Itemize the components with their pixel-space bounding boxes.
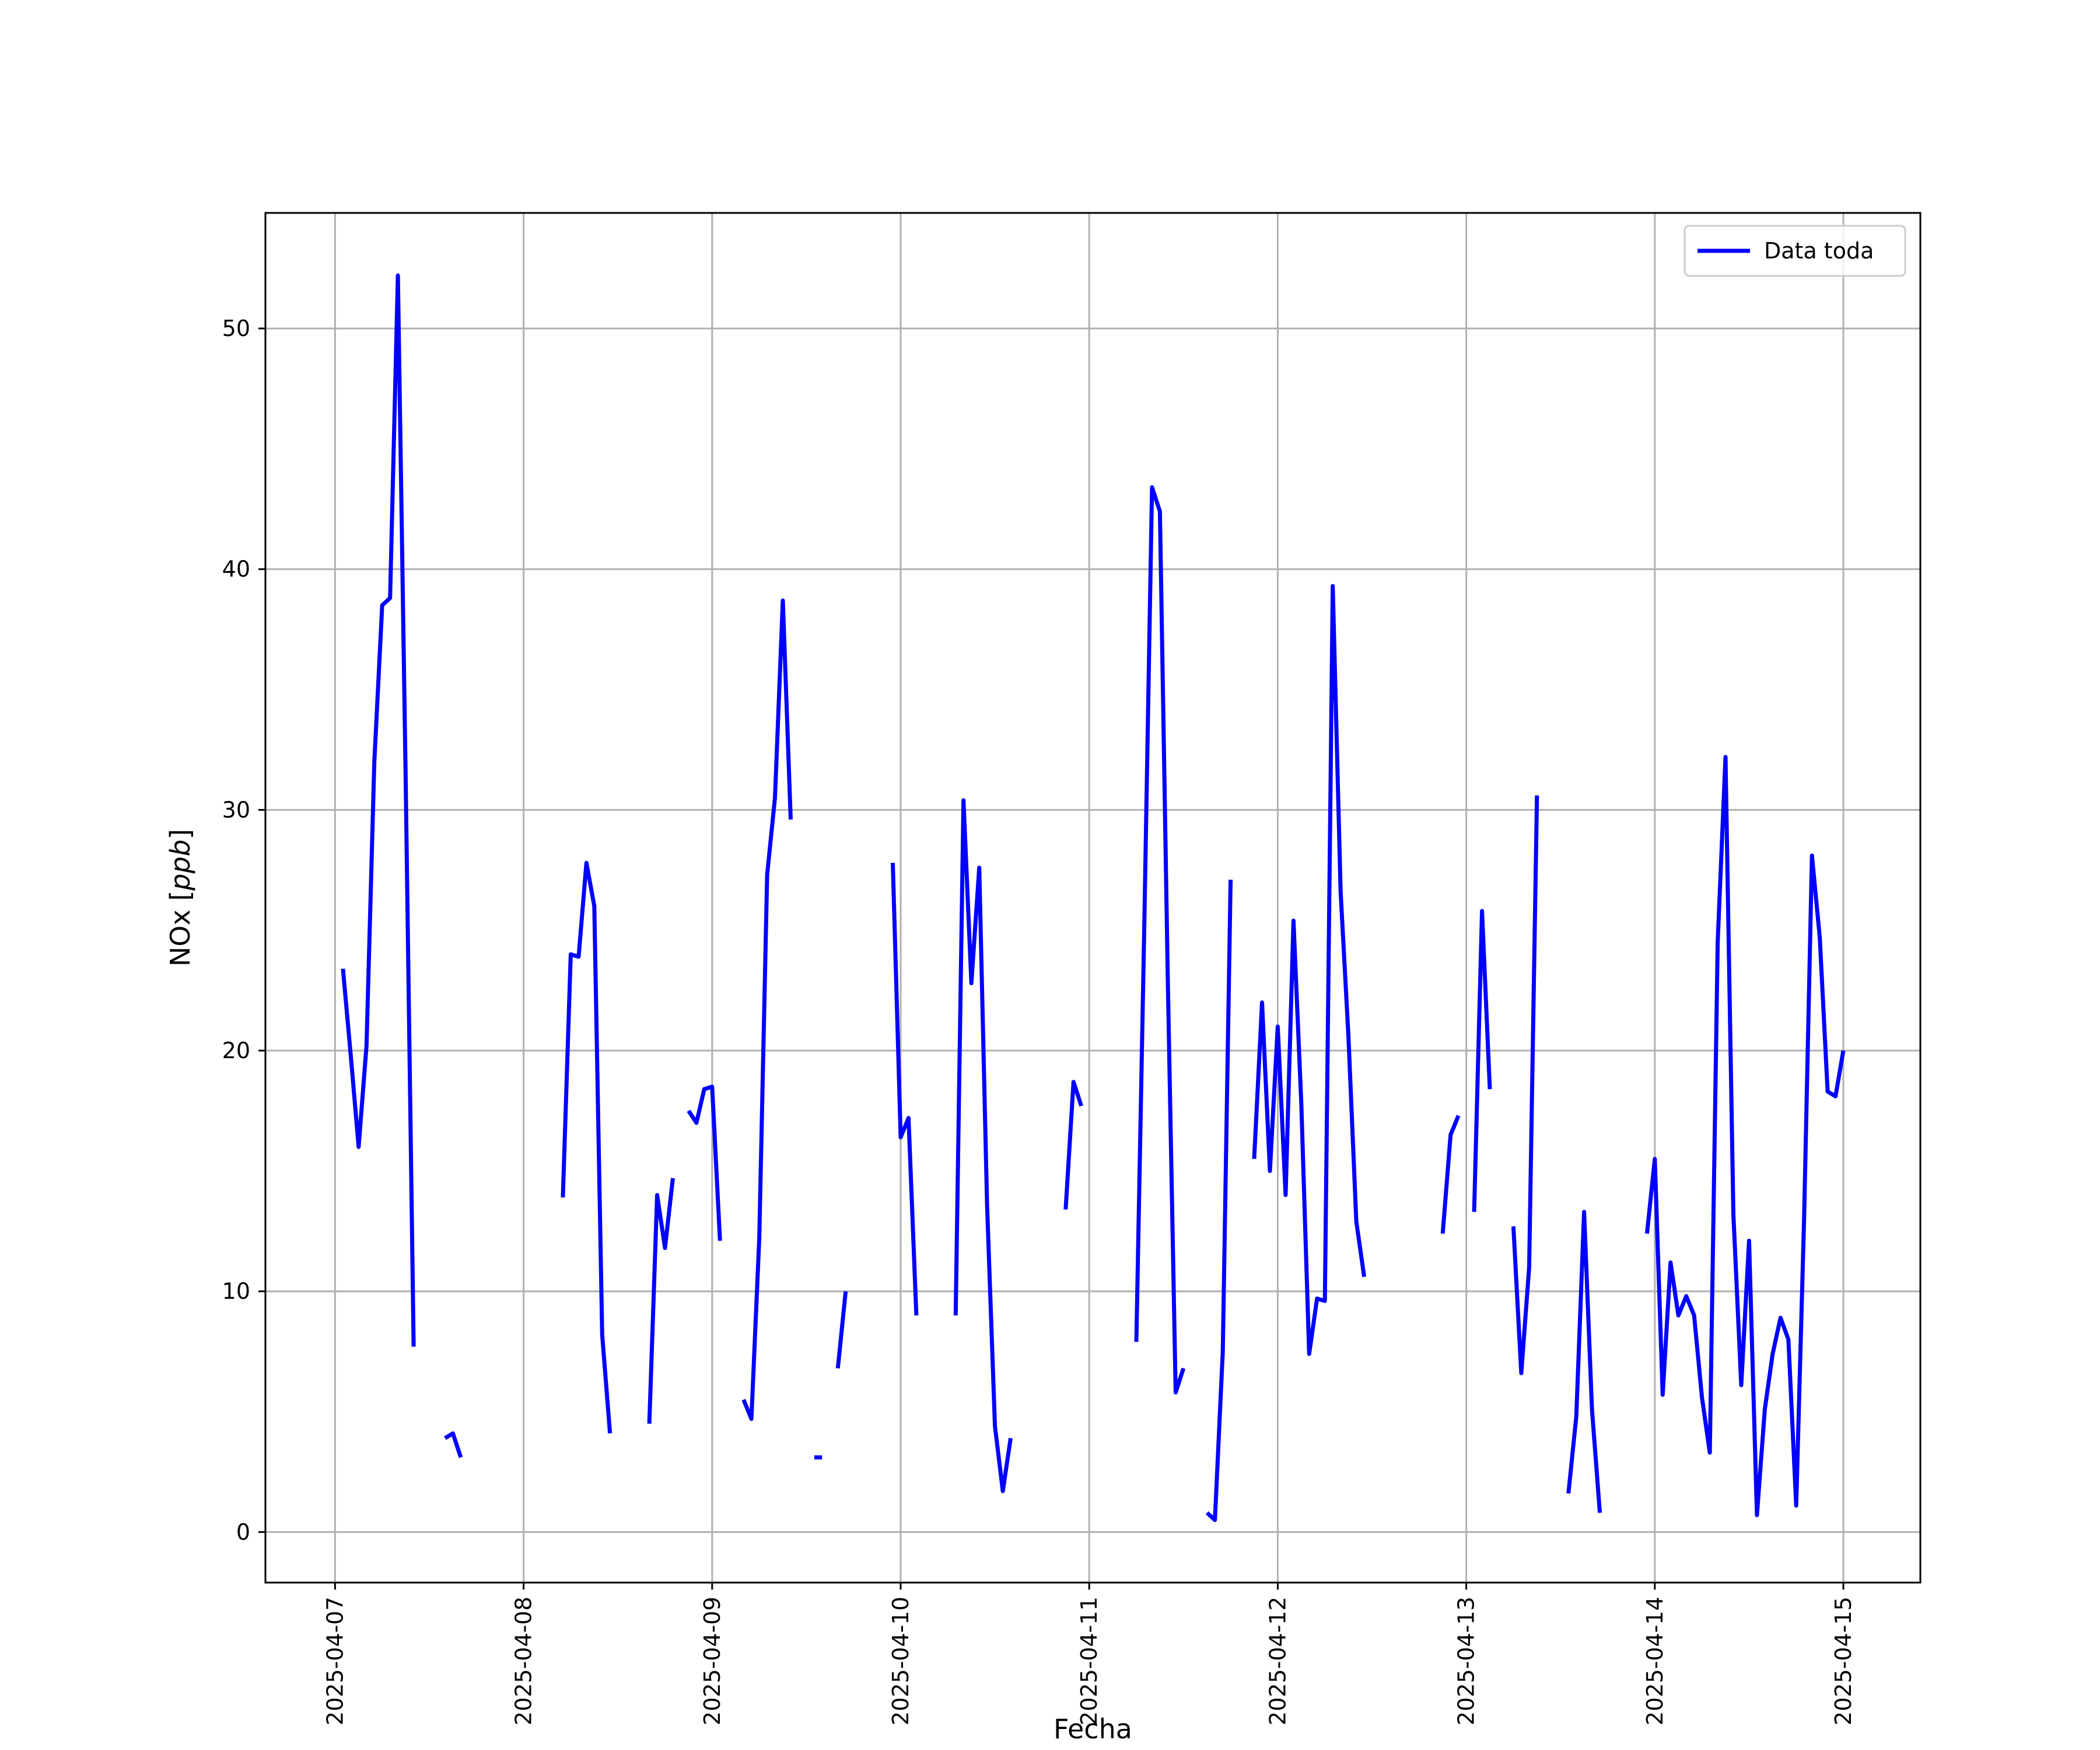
x-tick-label: 2025-04-13	[1454, 1597, 1479, 1726]
legend: Data toda	[1684, 225, 1906, 277]
y-tick-label: 50	[222, 316, 250, 341]
x-tick-label: 2025-04-08	[511, 1597, 537, 1726]
grid-lines	[265, 213, 1920, 1583]
series-line-segment	[741, 598, 793, 1421]
series-line-segment	[953, 798, 1013, 1493]
y-axis-label: NOx [ppb]	[164, 829, 196, 967]
series-line-segment	[835, 1291, 848, 1369]
plot-frame	[264, 212, 1922, 1584]
series-line-segment	[1134, 485, 1186, 1395]
y-tick-label: 30	[222, 797, 250, 822]
series-line-segment	[687, 1084, 722, 1241]
series-line-segment	[444, 1431, 463, 1458]
x-tick-label: 2025-04-15	[1831, 1597, 1856, 1726]
series-line-segment	[1205, 880, 1233, 1522]
plot-series	[341, 273, 1846, 1522]
series-line-segment	[341, 273, 416, 1347]
y-tick-label: 20	[222, 1038, 250, 1063]
series-line-segment	[1472, 909, 1492, 1212]
y-axis-label-unit: ppb	[164, 839, 196, 891]
x-tick-label: 2025-04-10	[888, 1597, 914, 1726]
series-line-segment	[1566, 1210, 1602, 1513]
x-tick-label: 2025-04-09	[699, 1597, 725, 1726]
x-tick-label: 2025-04-11	[1076, 1597, 1102, 1726]
y-tick-label: 0	[236, 1519, 250, 1545]
x-axis-label: Fecha	[1054, 1713, 1132, 1745]
y-axis-label-main: NOx [	[164, 891, 196, 967]
x-tick-label: 2025-04-14	[1642, 1597, 1668, 1726]
y-axis-label-close: ]	[164, 829, 196, 839]
series-line-segment	[647, 1178, 675, 1424]
series-line-segment	[891, 863, 919, 1316]
legend-label: Data toda	[1764, 238, 1874, 264]
y-tick-label: 40	[222, 556, 250, 582]
series-line-segment	[1644, 755, 1846, 1517]
series-line-segment	[561, 860, 612, 1434]
y-tick-label: 10	[222, 1279, 250, 1304]
y-axis-ticks: 0 10 20 30 40 50	[222, 316, 265, 1545]
x-tick-label: 2025-04-12	[1265, 1597, 1290, 1726]
series-line-segment	[1252, 584, 1367, 1356]
series-line-segment	[1511, 795, 1539, 1376]
legend-box	[1684, 225, 1906, 277]
series-line-segment	[1063, 1080, 1084, 1210]
x-tick-label: 2025-04-07	[322, 1597, 348, 1726]
series-line-segment	[1440, 1115, 1461, 1234]
x-axis-ticks: 2025-04-07 2025-04-08 2025-04-09 2025-04-10…	[322, 1583, 1856, 1726]
